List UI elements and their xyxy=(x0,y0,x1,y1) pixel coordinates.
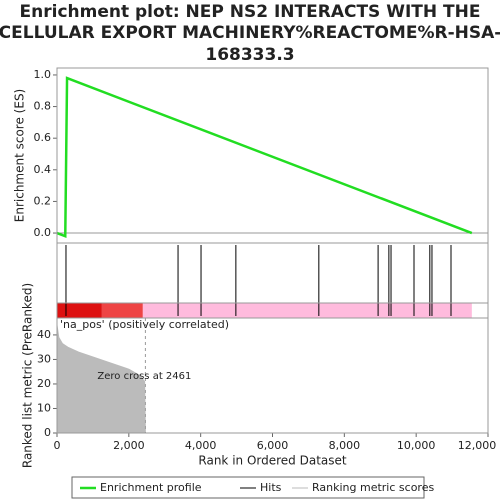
y-tick-label: 20 xyxy=(37,377,51,390)
chart-title: CELLULAR EXPORT MACHINERY%REACTOME%R-HSA… xyxy=(0,23,500,43)
legend-label: Hits xyxy=(260,481,282,494)
y-axis-label: Ranked list metric (PreRanked) xyxy=(21,283,35,468)
y-tick-label: 0.0 xyxy=(34,226,52,239)
band-label: 'na_pos' (positively correlated) xyxy=(60,318,229,331)
y-tick-label: 30 xyxy=(37,352,51,365)
heat-band xyxy=(101,303,143,318)
enrichment-line xyxy=(56,76,473,239)
y-tick-label: 0 xyxy=(44,426,51,439)
heat-band xyxy=(142,303,472,318)
heat-band xyxy=(57,303,102,318)
x-tick-label: 12,000 xyxy=(458,439,497,452)
y-tick-label: 0.2 xyxy=(34,194,52,207)
x-tick-label: 10,000 xyxy=(397,439,436,452)
panel-frame xyxy=(56,317,489,434)
metric-area xyxy=(56,325,146,434)
y-axis-label: Enrichment score (ES) xyxy=(13,89,27,222)
y-tick-label: 0.4 xyxy=(34,163,52,176)
y-tick-label: 40 xyxy=(37,328,51,341)
annotation: Zero cross at 2461 xyxy=(97,371,191,382)
legend-label: Enrichment profile xyxy=(100,481,202,494)
y-tick-label: 10 xyxy=(37,401,51,414)
y-tick-label: 1.0 xyxy=(34,68,52,81)
x-tick-label: 4,000 xyxy=(185,439,217,452)
x-tick-label: 2,000 xyxy=(113,439,145,452)
x-tick-label: 8,000 xyxy=(329,439,361,452)
x-tick-label: 0 xyxy=(54,439,61,452)
chart-title: 168333.3 xyxy=(205,45,294,65)
x-axis-label: Rank in Ordered Dataset xyxy=(198,454,346,468)
y-tick-label: 0.8 xyxy=(34,100,52,113)
chart-title: Enrichment plot: NEP NS2 INTERACTS WITH … xyxy=(20,2,481,22)
y-tick-label: 0.6 xyxy=(34,131,52,144)
legend-label: Ranking metric scores xyxy=(312,481,434,494)
x-tick-label: 6,000 xyxy=(257,439,289,452)
